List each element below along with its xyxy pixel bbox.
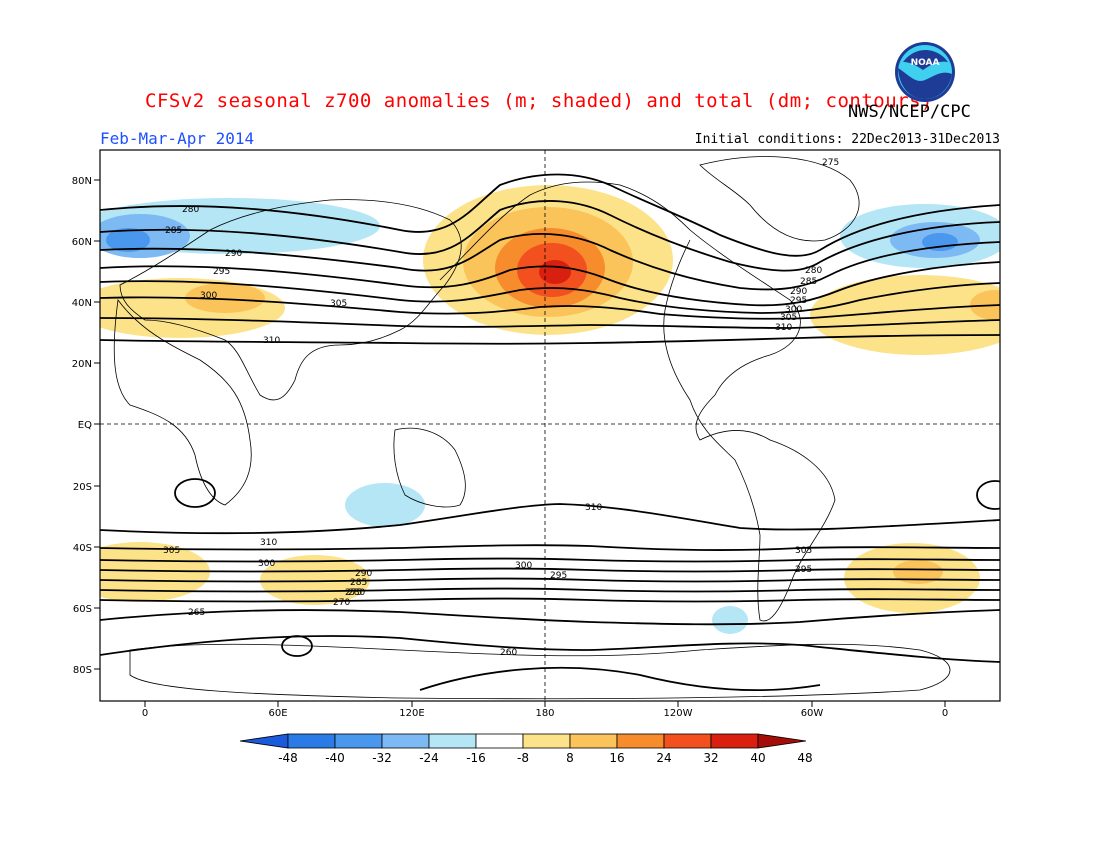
- colorbar-segment: [475, 733, 524, 749]
- contour-label: 270: [333, 598, 350, 608]
- colorbar-segment: [287, 733, 336, 749]
- lon-label: 180: [535, 708, 554, 719]
- colorbar-segment: [710, 733, 759, 749]
- lat-label: 40N: [72, 298, 92, 309]
- contour-label: 310: [585, 503, 602, 513]
- colorbar-label: -8: [517, 751, 529, 765]
- lat-label: 80S: [73, 665, 92, 676]
- contour-label: 305: [163, 546, 180, 556]
- contour-label: 310: [260, 538, 277, 548]
- contour-label: 280: [348, 588, 365, 598]
- contour-label: 290: [355, 569, 372, 579]
- reference-lines: [100, 150, 1000, 701]
- colorbar-segment: [663, 733, 712, 749]
- map-frame: [99, 149, 1001, 702]
- contour-label: 300: [515, 561, 532, 571]
- colorbar-segment: [381, 733, 430, 749]
- colorbar-segment: [616, 733, 665, 749]
- lon-labels: 0 60E 120E 180 120W 60W 0: [142, 708, 948, 719]
- colorbar-label: 24: [656, 751, 671, 765]
- contour-label: 285: [350, 578, 367, 588]
- colorbar-label: -48: [278, 751, 298, 765]
- lat-ticks: [94, 179, 100, 670]
- lon-label: 60E: [268, 708, 287, 719]
- season-label: Feb-Mar-Apr 2014: [100, 129, 255, 148]
- colorbar-arrow-left: [239, 733, 289, 749]
- contour-label: 295: [550, 571, 567, 581]
- lat-label: 40S: [73, 543, 92, 554]
- lon-label: 120W: [664, 708, 693, 719]
- chart-title: CFSv2 seasonal z700 anomalies (m; shaded…: [145, 90, 933, 112]
- contour-label: 265: [188, 608, 205, 618]
- contour-label: 295: [795, 565, 812, 575]
- contour-label: 285: [800, 277, 817, 287]
- contour-labels: 280 285 290 295 300 305 310 275 280 285 …: [163, 158, 839, 658]
- lon-ticks: [144, 701, 946, 707]
- contour-label: 305: [330, 299, 347, 309]
- contour-label: 290: [790, 287, 807, 297]
- colorbar-label: 48: [797, 751, 812, 765]
- colorbar-segment: [428, 733, 477, 749]
- colorbar-label: -40: [325, 751, 345, 765]
- contour-label: 300: [785, 305, 802, 315]
- lon-label: 60W: [801, 708, 824, 719]
- contour-label: 300: [200, 291, 217, 301]
- colorbar-label: -32: [372, 751, 392, 765]
- colorbar-segment: [569, 733, 618, 749]
- contour-label: 300: [258, 559, 275, 569]
- contour-label: 305: [780, 313, 797, 323]
- color-scale-bar: -48 -40 -32 -24 -16 -8 8 16 24 32 40 48: [239, 733, 813, 765]
- height-contours: [100, 173, 1000, 692]
- colorbar-label: -16: [466, 751, 486, 765]
- contour-label: 280: [805, 266, 822, 276]
- colorbar-segment: [334, 733, 383, 749]
- lon-label: 120E: [399, 708, 424, 719]
- contour-label: 290: [225, 249, 242, 259]
- lon-label: 0: [942, 708, 948, 719]
- colorbar-label: 32: [703, 751, 718, 765]
- contour-label: 295: [213, 267, 230, 277]
- noaa-logo-text: NOAA: [911, 58, 940, 68]
- coastlines: [113, 156, 951, 700]
- contour-label: 310: [775, 323, 792, 333]
- lat-label: 20N: [72, 359, 92, 370]
- contour-label: 295: [790, 296, 807, 306]
- lat-label: 80N: [72, 176, 92, 187]
- colorbar-label: 40: [750, 751, 765, 765]
- contour-label: 280: [182, 205, 199, 215]
- colorbar-label: -24: [419, 751, 439, 765]
- lat-label: EQ: [78, 420, 92, 431]
- anomaly-shading: [100, 185, 1000, 634]
- noaa-logo-icon: NOAA: [895, 42, 955, 102]
- contour-label: 275: [822, 158, 839, 168]
- lat-labels: 80N 60N 40N 20N EQ 20S 40S 60S 80S: [72, 176, 92, 676]
- contour-label: 285: [165, 226, 182, 236]
- colorbar-label: 16: [609, 751, 624, 765]
- lat-label: 60N: [72, 237, 92, 248]
- lon-label: 0: [142, 708, 148, 719]
- colorbar-label: 8: [566, 751, 574, 765]
- lat-label: 60S: [73, 604, 92, 615]
- colorbar-segment: [522, 733, 571, 749]
- initial-conditions-label: Initial conditions: 22Dec2013-31Dec2013: [694, 132, 1000, 147]
- colorbar-arrow-right: [757, 733, 807, 749]
- contour-label: 310: [263, 336, 280, 346]
- agency-label: NWS/NCEP/CPC: [848, 102, 971, 122]
- contour-label: 275: [345, 588, 362, 598]
- contour-label: 260: [500, 648, 517, 658]
- contour-label: 305: [795, 546, 812, 556]
- lat-label: 20S: [73, 482, 92, 493]
